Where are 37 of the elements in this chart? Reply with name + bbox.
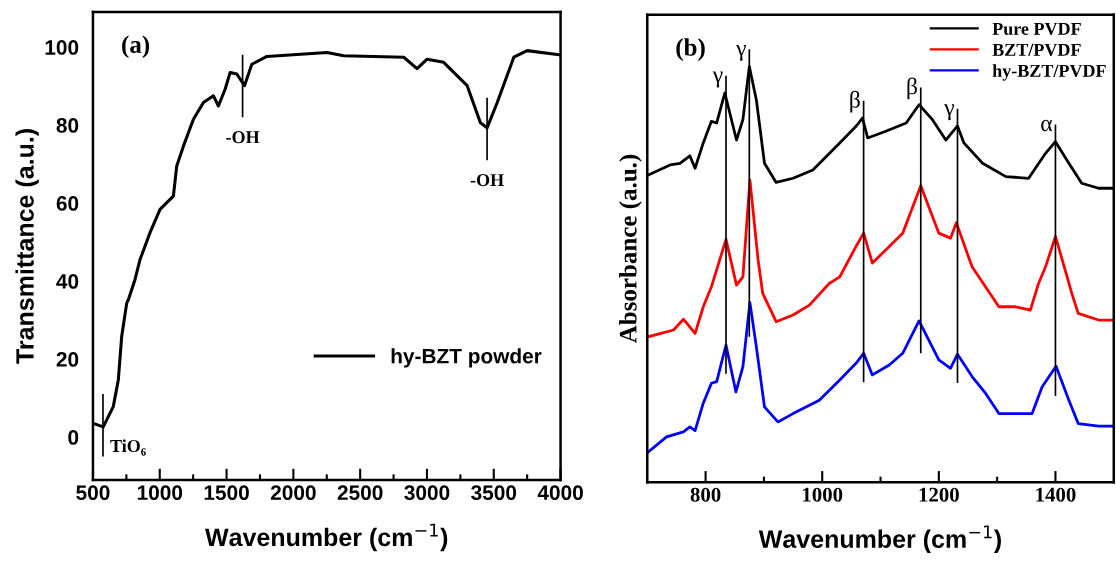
annotation: β <box>907 77 917 100</box>
y-tick-label: 20 <box>56 352 79 367</box>
text: (b) <box>676 38 705 61</box>
x-tick-label: 800 <box>690 487 721 502</box>
annotation: TiO₆ <box>110 439 146 456</box>
legend-label: Pure PVDF <box>992 22 1081 36</box>
y-tick-label: 100 <box>45 40 79 55</box>
annotation: β <box>850 90 860 113</box>
annotation: -OH <box>470 174 504 187</box>
x-tick-label: 2000 <box>270 485 316 501</box>
y-tick-label: 80 <box>56 118 79 133</box>
annotation: γ <box>712 71 723 88</box>
x-tick-label: 1200 <box>919 487 959 502</box>
annotation: γ <box>736 44 746 61</box>
legend-label: hy-BZT/PVDF <box>992 64 1106 81</box>
annotation: γ <box>944 104 955 121</box>
x-tick-label: 3500 <box>471 485 517 501</box>
x-tick-label: 1000 <box>803 487 843 502</box>
legend-label: BZT/PVDF <box>992 43 1081 56</box>
x-tick-label: 1400 <box>1036 487 1076 502</box>
y-axis-title: Absorbance (a.u.) <box>619 154 642 344</box>
annotation: (a) <box>122 35 150 59</box>
x-axis-title: Wavenumber (cm$^{−1}$) <box>205 523 448 552</box>
x-tick-label: 1000 <box>137 485 183 501</box>
y-tick-label: 0 <box>68 430 79 445</box>
x-tick-label: 1500 <box>204 485 249 501</box>
y-axis-title: Transmittance (a.u.) <box>15 129 39 364</box>
x-tick-label: 500 <box>76 485 110 501</box>
annotation: -OH <box>226 131 260 144</box>
annotation: α <box>1041 119 1053 132</box>
x-tick-label: 2500 <box>337 485 383 501</box>
y-tick-label: 40 <box>56 274 79 289</box>
y-tick-label: 60 <box>56 196 79 211</box>
x-axis-title: Wavenumber (cm$^{−1}$) <box>758 525 1001 553</box>
x-tick-label: 3000 <box>404 485 450 501</box>
legend-label: hy-BZT powder <box>391 348 542 368</box>
x-tick-label: 4000 <box>537 485 583 501</box>
